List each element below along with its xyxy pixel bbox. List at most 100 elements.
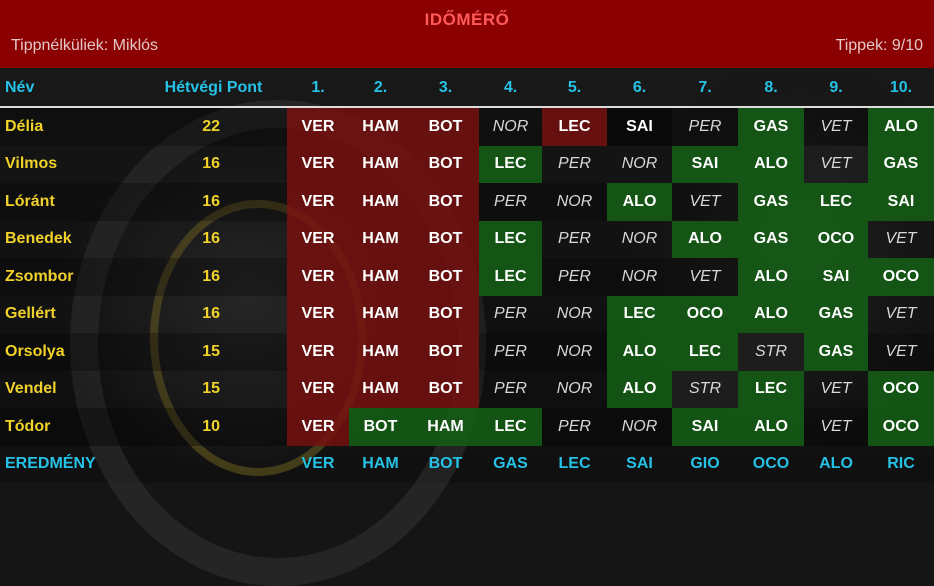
pick-cell: LEC [479,408,542,446]
table-row: Gellért 16 VER HAM BOT PER NOR LEC OCO ALO GAS VET [0,295,934,333]
pick-cell: VET [804,107,868,146]
pick-cell: NOR [479,107,542,146]
pick-cell: LEC [607,295,672,333]
table-row: Zsombor 16 VER HAM BOT LEC PER NOR VET ALO SAI OCO [0,258,934,296]
col-pos-header: 8. [738,69,804,108]
pick-cell: VET [672,183,738,221]
pick-cell: ALO [868,107,934,146]
pick-cell: LEC [804,183,868,221]
col-pos-header: 9. [804,69,868,108]
pick-cell: VER [287,333,349,371]
pick-cell: PER [479,370,542,408]
header-bar: IDŐMÉRŐ Tippnélküliek: Miklós Tippek: 9/… [0,0,934,68]
col-pos-header: 1. [287,69,349,108]
pick-cell: VER [287,107,349,146]
result-driver: HAM [362,455,399,473]
pick-cell: VER [287,145,349,183]
pick-cell: OCO [868,258,934,296]
pick-cell: VER [287,295,349,333]
pick-cell: BOT [412,333,479,371]
col-pos-header: 5. [542,69,607,108]
pick-cell: PER [672,107,738,146]
col-pos-header: 3. [412,69,479,108]
weekend-points: 16 [140,295,287,333]
pick-cell: SAI [672,408,738,446]
result-driver: GAS [493,455,528,473]
pick-cell: HAM [349,145,412,183]
pick-cell: BOT [412,107,479,146]
pick-cell: OCO [672,295,738,333]
weekend-points: 22 [140,107,287,146]
pick-cell: BOT [412,295,479,333]
pick-cell: NOR [542,295,607,333]
player-name: Lóránt [0,183,140,221]
pick-cell: NOR [542,333,607,371]
result-driver: BOT [428,455,463,473]
pick-cell: HAM [349,295,412,333]
pick-cell: BOT [412,145,479,183]
pick-cell: HAM [349,107,412,146]
table-row: Lóránt 16 VER HAM BOT PER NOR ALO VET GAS LEC SAI [0,183,934,221]
pick-cell: HAM [349,258,412,296]
pick-cell: SAI [868,183,934,221]
pick-cell: NOR [607,220,672,258]
pick-cell: VER [287,408,349,446]
pick-cell: VER [287,220,349,258]
pick-cell: PER [542,145,607,183]
player-name: Benedek [0,220,140,258]
pick-cell: LEC [479,258,542,296]
pick-cell: VER [287,183,349,221]
pick-cell: GAS [804,295,868,333]
col-pos-header: 10. [868,69,934,108]
pick-cell: GAS [868,145,934,183]
pick-cell: VET [868,295,934,333]
table-row: Délia 22 VER HAM BOT NOR LEC SAI PER GAS VET ALO [0,107,934,146]
pick-cell: VET [868,220,934,258]
result-driver: GIO [690,455,720,473]
result-driver: VER [301,455,335,473]
pick-cell: STR [672,370,738,408]
pick-cell: ALO [738,145,804,183]
result-driver: RIC [887,455,915,473]
table-row: Orsolya 15 VER HAM BOT PER NOR ALO LEC STR GAS VET [0,333,934,371]
weekend-points: 16 [140,220,287,258]
player-name: Délia [0,107,140,146]
pick-cell: ALO [672,220,738,258]
pick-cell: BOT [412,220,479,258]
pick-cell: BOT [412,370,479,408]
pick-cell: VET [804,370,868,408]
pick-cell: GAS [738,107,804,146]
result-driver: SAI [626,455,653,473]
player-name: Vendel [0,370,140,408]
pick-cell: LEC [672,333,738,371]
player-name: Orsolya [0,333,140,371]
table-row: Tódor 10 VER BOT HAM LEC PER NOR SAI ALO VET OCO [0,408,934,446]
weekend-points: 16 [140,258,287,296]
pick-cell: HAM [349,183,412,221]
header-row: Név Hétvégi Pont 1. 2. 3. 4. 5. 6. 7. 8.… [0,69,934,108]
pick-cell: ALO [738,408,804,446]
pick-cell: LEC [738,370,804,408]
pick-cell: NOR [607,145,672,183]
pick-cell: NOR [607,408,672,446]
result-label: EREDMÉNY [5,455,96,473]
pick-cell: OCO [868,370,934,408]
col-pos-header: 2. [349,69,412,108]
pick-cell: PER [479,183,542,221]
pick-cell: ALO [738,258,804,296]
pick-cell: OCO [868,408,934,446]
result-driver: OCO [752,455,790,473]
pick-cell: STR [738,333,804,371]
weekend-points: 16 [140,183,287,221]
result-row: EREDMÉNY VER HAM BOT GAS LEC SAI GIO OCO ALO RIC [0,446,934,484]
weekend-points: 15 [140,370,287,408]
pick-cell: LEC [479,145,542,183]
result-driver: LEC [558,455,591,473]
pick-cell: LEC [479,220,542,258]
player-name: Vilmos [0,145,140,183]
page-title: IDŐMÉRŐ [424,10,510,29]
col-pos-header: 4. [479,69,542,108]
table-row: Benedek 16 VER HAM BOT LEC PER NOR ALO GAS OCO VET [0,220,934,258]
pick-cell: BOT [412,258,479,296]
missing-tips-label: Tippnélküliek: Miklós [11,37,159,54]
